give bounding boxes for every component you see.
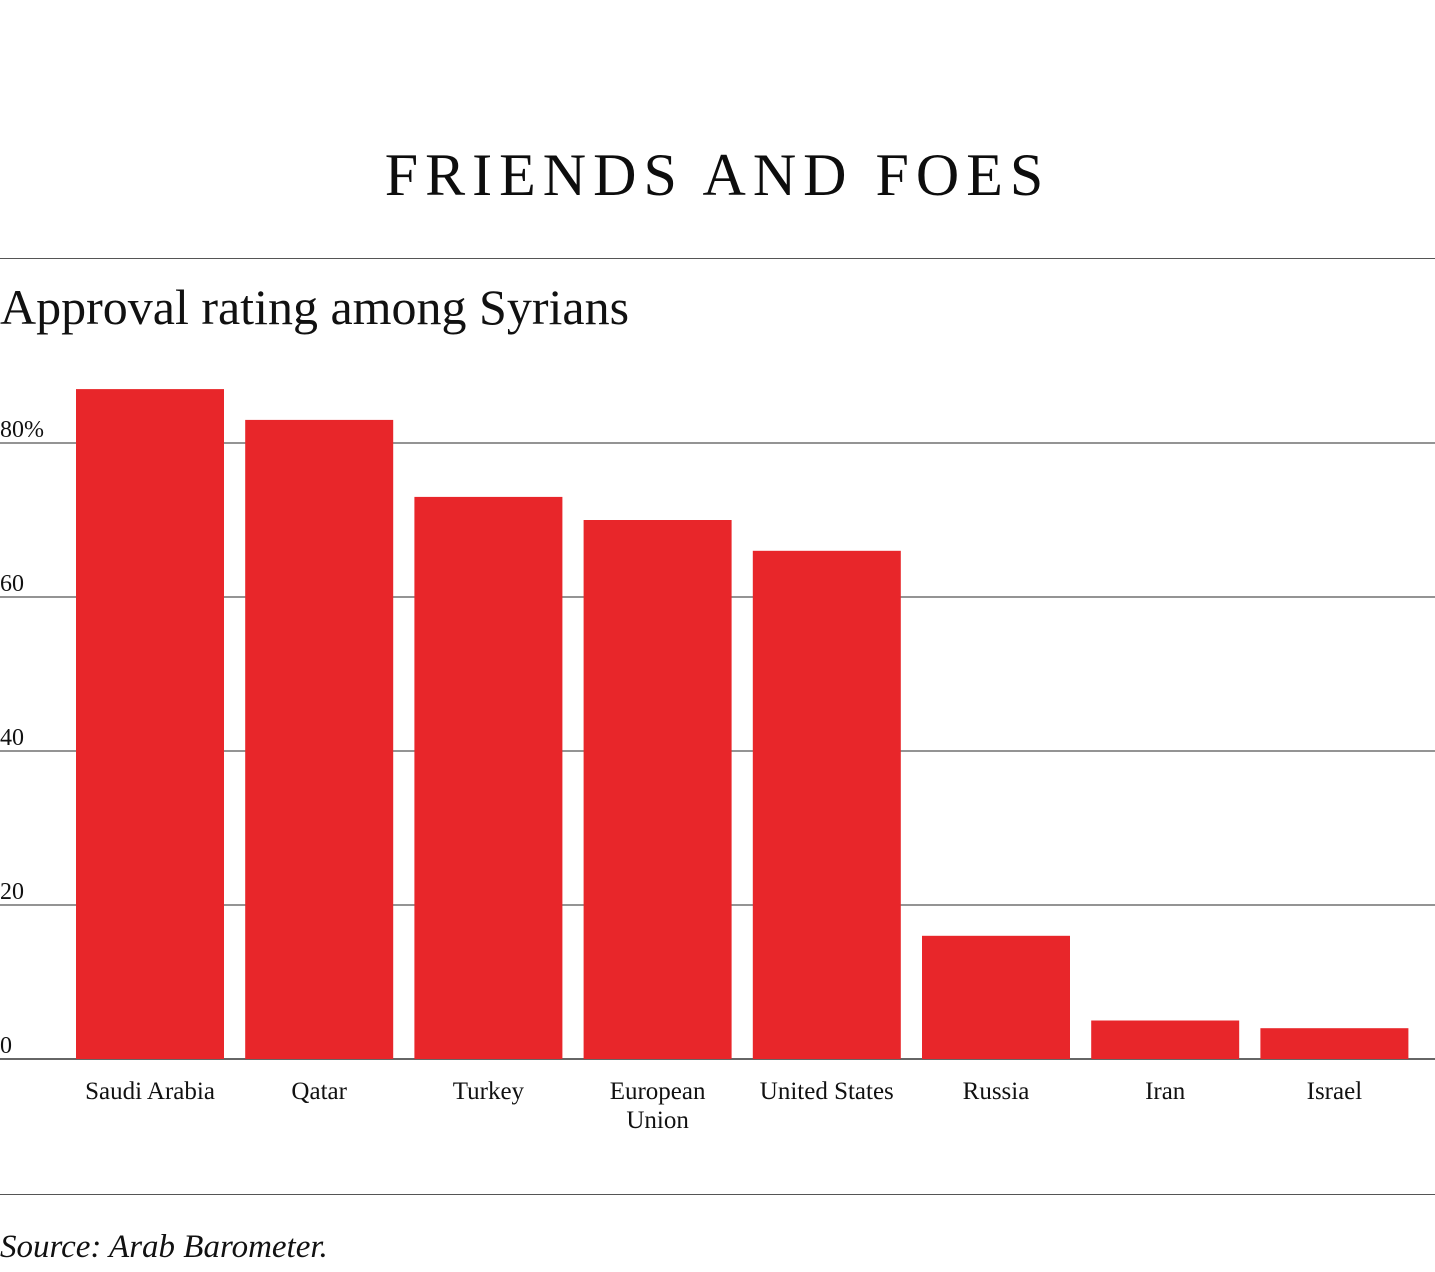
bar [76,389,224,1060]
x-tick-label: United States [760,1078,894,1105]
x-tick-label-line: United States [760,1078,894,1105]
x-tick-label-line: Turkey [453,1078,525,1105]
bar [922,935,1070,1059]
y-tick-label: 40 [0,725,24,751]
y-tick-label: 0 [0,1033,12,1059]
x-tick-label-line: Qatar [291,1078,347,1105]
y-tick-label: 60 [0,571,24,597]
x-tick-label-line: Russia [963,1078,1030,1105]
chart-subtitle: Approval rating among Syrians [0,279,630,335]
bar-chart: 0 20 40 60 80% Saudi Arabia Qatar Turkey Europea… [0,389,1435,1134]
x-tick-label: European Union [610,1078,706,1134]
y-tick-label: 20 [0,879,24,905]
bar [752,550,901,1059]
x-tick-label: Qatar [291,1078,347,1105]
bar [245,419,394,1059]
x-tick-label-line: European [610,1078,706,1105]
x-tick-label-line: Saudi Arabia [85,1078,215,1105]
y-tick-label: 80% [0,417,44,443]
bar [414,496,563,1059]
source-note: Source: Arab Barometer. [0,1229,328,1265]
x-tick-label: Iran [1145,1078,1186,1105]
chart-title: FRIENDS AND FOES [384,142,1051,208]
top-divider [0,258,1435,259]
x-tick-label-line: Israel [1307,1078,1363,1105]
x-tick-label-line: Iran [1145,1078,1186,1105]
x-tick-label-line: Union [626,1107,689,1134]
bar [1091,1020,1240,1059]
bar [1260,1028,1409,1059]
bar [583,520,732,1059]
x-tick-label: Russia [963,1078,1030,1105]
x-tick-label: Israel [1307,1078,1363,1105]
bottom-divider [0,1194,1435,1195]
x-tick-label: Turkey [453,1078,525,1105]
x-tick-label: Saudi Arabia [85,1078,215,1105]
